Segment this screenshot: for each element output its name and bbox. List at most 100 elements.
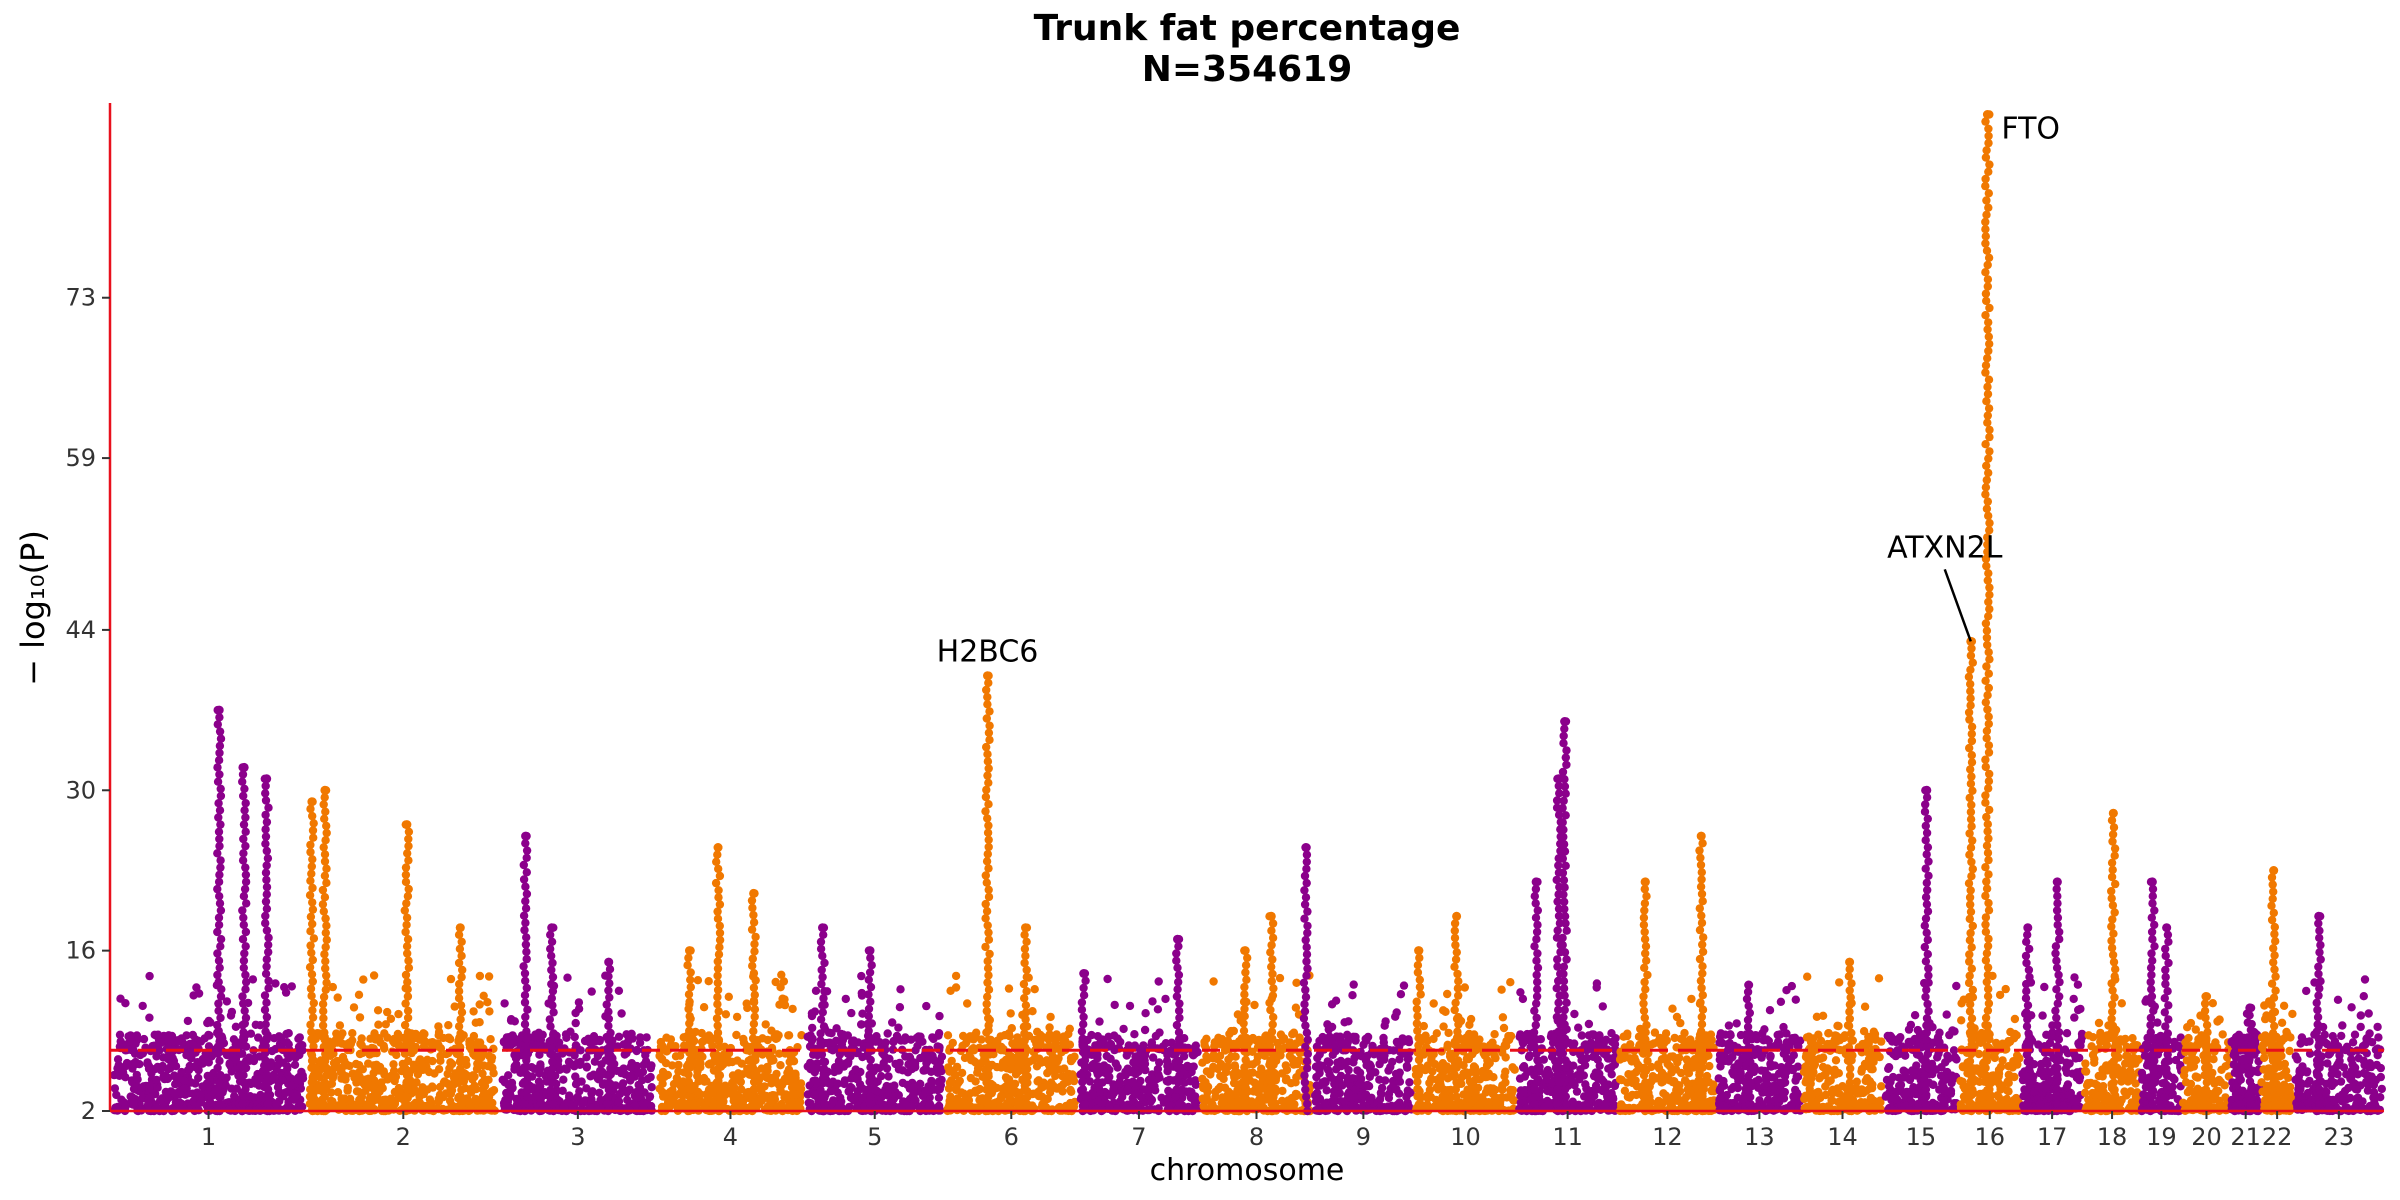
snp-point <box>807 1011 817 1021</box>
snp-point <box>1345 1093 1355 1102</box>
snp-point <box>1367 1069 1376 1078</box>
snp-point <box>381 1020 390 1029</box>
snp-point <box>284 1040 293 1049</box>
snp-point <box>344 1038 354 1048</box>
snp-point <box>614 986 624 995</box>
snp-point <box>115 1030 125 1040</box>
snp-point <box>760 1072 769 1081</box>
snp-point <box>934 1101 944 1111</box>
snp-point <box>1049 1065 1059 1074</box>
snp-point <box>1350 1053 1359 1063</box>
snp-point <box>336 1068 346 1077</box>
snp-point <box>775 1000 784 1009</box>
snp-point <box>190 1041 199 1050</box>
snp-point <box>724 992 733 1001</box>
snp-point <box>1136 1092 1146 1102</box>
snp-point <box>1615 1075 1625 1084</box>
snp-point <box>951 971 961 981</box>
snp-point <box>1312 1072 1321 1082</box>
snp-point <box>436 1082 445 1092</box>
snp-point <box>1469 1062 1479 1071</box>
snp-point <box>843 1059 853 1068</box>
snp-point <box>370 1086 379 1095</box>
snp-point <box>114 1061 123 1070</box>
snp-point <box>1093 1054 1102 1063</box>
snp-point <box>1508 1063 1517 1072</box>
snp-point <box>155 1046 164 1055</box>
snp-point <box>121 1073 130 1082</box>
snp-point <box>1595 1061 1604 1071</box>
snp-point <box>1381 1076 1390 1085</box>
snp-point <box>361 1086 370 1096</box>
snp-point <box>1319 1078 1329 1088</box>
snp-point <box>639 1060 648 1070</box>
snp-point <box>434 1097 443 1106</box>
snp-point <box>342 1060 351 1069</box>
snp-point <box>326 1101 335 1111</box>
snp-point <box>177 1067 186 1077</box>
snp-point <box>1594 1032 1603 1041</box>
snp-point <box>1707 1035 1716 1045</box>
snp-point <box>558 1086 567 1096</box>
snp-point <box>614 1032 624 1042</box>
snp-point <box>788 1004 797 1014</box>
snp-point <box>1422 1091 1432 1100</box>
snp-point <box>1392 1037 1402 1047</box>
snp-point <box>1323 1020 1332 1029</box>
snp-point <box>1680 1076 1690 1085</box>
snp-point <box>1601 1035 1611 1045</box>
snp-point <box>574 998 584 1007</box>
snp-point <box>274 1032 284 1041</box>
snp-point <box>617 1009 626 1018</box>
snp-point <box>1584 1088 1593 1097</box>
snp-point <box>851 1065 860 1074</box>
snp-point <box>1311 1097 1321 1106</box>
snp-point <box>850 1094 859 1103</box>
snp-point <box>771 1034 781 1043</box>
snp-point <box>1148 1053 1158 1062</box>
snp-point <box>796 1088 805 1098</box>
snp-point <box>122 1058 132 1068</box>
snp-point <box>882 1064 892 1073</box>
snp-point <box>1363 1080 1372 1090</box>
snp-point <box>1469 1030 1479 1039</box>
snp-point <box>1443 1042 1452 1052</box>
snp-point <box>1542 1075 1551 1084</box>
snp-point <box>1682 1055 1692 1064</box>
snp-point <box>1338 1081 1347 1090</box>
snp-point <box>1153 1005 1163 1014</box>
chromosome-9-points <box>1311 980 1416 1116</box>
snp-point <box>383 1007 392 1017</box>
snp-point <box>1105 1102 1114 1111</box>
snp-point <box>1684 1085 1694 1095</box>
snp-point <box>1230 1073 1239 1082</box>
snp-point <box>164 1064 173 1074</box>
snp-point <box>1115 1079 1124 1088</box>
snp-point <box>635 1038 645 1048</box>
snp-point <box>328 982 337 992</box>
chromosome-10-points <box>1411 978 1520 1116</box>
snp-point <box>161 1103 170 1112</box>
snp-point <box>281 988 291 997</box>
snp-point <box>290 1060 300 1070</box>
snp-point <box>633 1093 642 1102</box>
snp-point <box>1033 1027 1042 1037</box>
snp-point <box>206 1098 215 1108</box>
snp-point <box>183 1016 193 1026</box>
snp-point <box>595 1088 604 1098</box>
snp-point <box>646 1072 655 1082</box>
snp-point <box>1227 1052 1236 1061</box>
snp-point <box>296 1046 305 1055</box>
snp-point <box>853 1075 862 1084</box>
snp-point <box>1333 1058 1342 1067</box>
snp-point <box>355 1095 364 1105</box>
snp-point <box>1209 977 1218 986</box>
snp-point <box>1380 1021 1389 1030</box>
snp-point <box>826 1087 835 1096</box>
snp-point <box>1584 1019 1594 1029</box>
snp-point <box>479 991 488 1000</box>
snp-point <box>1199 1083 1208 1093</box>
snp-point <box>1001 1101 1010 1111</box>
snp-point <box>1443 989 1452 999</box>
snp-point <box>1068 1072 1077 1082</box>
